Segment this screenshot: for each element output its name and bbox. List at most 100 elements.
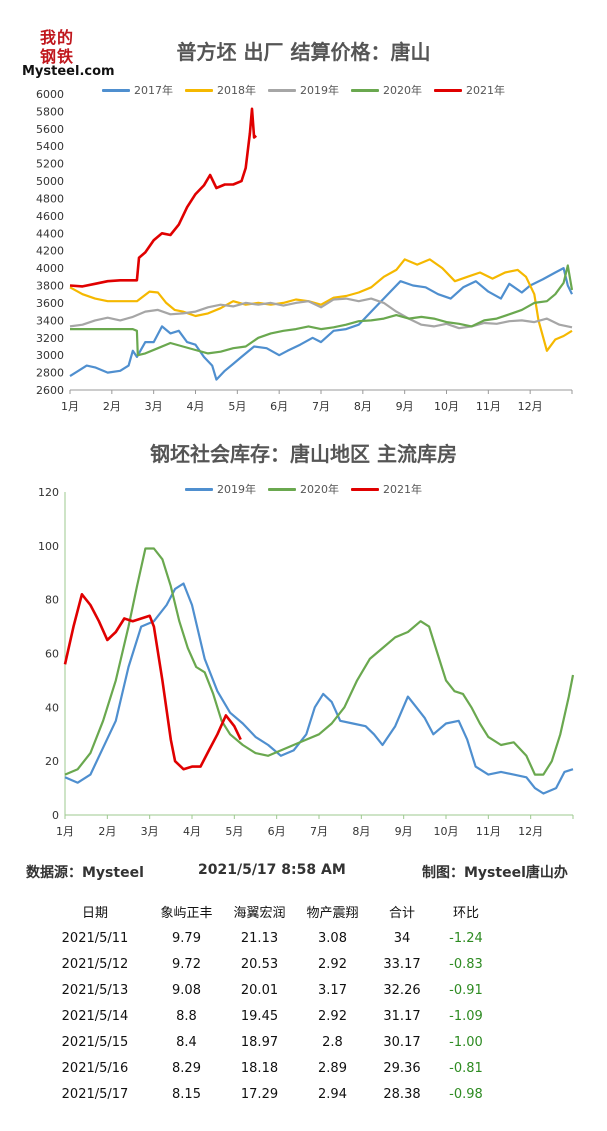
price-chart-title: 普方坯 出厂 结算价格：唐山 [176,40,431,64]
cell-xiangyu: 8.29 [172,1060,201,1076]
x-tick-label: 11月 [476,400,501,413]
table-header-row: 日期 象屿正丰 海翼宏润 物产震翔 合计 环比 [40,898,497,925]
x-tick-label: 6月 [268,825,286,838]
cell-date: 2021/5/11 [61,930,129,946]
y-tick-label: 120 [38,486,59,499]
table-row: 2021/5/13 9.08 20.01 3.17 32.26 -0.91 [40,977,497,1003]
cell-xiangyu: 8.4 [176,1034,197,1050]
x-tick-label: 4月 [183,825,201,838]
logo-cn: 我的 钢铁 [40,28,100,66]
cell-change: -0.81 [449,1060,483,1076]
legend-item: 2021年 [351,481,422,497]
series-line-2017年 [69,267,573,381]
y-tick-label: 2800 [36,367,64,380]
legend-label: 2019年 [300,84,339,97]
timestamp: 2021/5/17 8:58 AM [198,862,346,878]
cell-date: 2021/5/12 [61,956,129,972]
y-tick-label: 4800 [36,192,64,205]
y-tick-label: 5600 [36,123,64,136]
table-row: 2021/5/16 8.29 18.18 2.89 29.36 -0.81 [40,1055,497,1081]
x-tick-label: 6月 [270,400,288,413]
table-header: 物产震翔 [306,906,359,921]
cell-total: 28.38 [383,1086,421,1102]
legend-swatch [268,88,296,92]
legend-label: 2021年 [466,84,505,97]
table-header: 环比 [452,906,479,921]
y-tick-label: 3400 [36,314,64,327]
legend-label: 2021年 [383,483,422,496]
table-row: 2021/5/12 9.72 20.53 2.92 33.17 -0.83 [40,951,497,977]
legend-swatch [351,88,379,92]
y-tick-label: 5400 [36,140,64,153]
cell-date: 2021/5/17 [61,1086,129,1102]
cell-haiyi: 20.53 [240,956,279,972]
y-tick-label: 6000 [36,88,64,101]
table-row: 2021/5/17 8.15 17.29 2.94 28.38 -0.98 [40,1081,497,1107]
legend-item: 2018年 [185,82,256,98]
x-tick-label: 7月 [310,825,328,838]
cell-xiangyu: 9.08 [172,982,201,998]
legend-item: 2020年 [351,82,422,98]
x-tick-label: 12月 [518,825,543,838]
y-tick-label: 4000 [36,262,64,275]
stock-chart-title: 钢坯社会库存：唐山地区 主流库房 [150,442,457,466]
cell-haiyi: 21.13 [240,930,279,946]
cell-total: 34 [393,930,411,946]
price-chart: 2600 2800 3000 3200 3400 3600 3800 4000 4200 4400… [36,88,574,413]
x-tick-label: 5月 [225,825,243,838]
x-tick-label: 2月 [103,400,121,413]
series-line-2020年 [64,547,575,776]
x-tick-label: 8月 [352,825,370,838]
table-row: 2021/5/14 8.8 19.45 2.92 31.17 -1.09 [40,1003,497,1029]
series-line-2021年 [69,107,258,288]
cell-xiangyu: 9.72 [172,956,201,972]
mysteel-logo: 我的 钢铁 Mysteel.com [22,28,115,84]
logo-cn-line1: 我的 [40,28,75,47]
legend-label: 2020年 [300,483,339,496]
legend-item: 2017年 [102,82,173,98]
cell-wuchan: 2.92 [318,956,347,972]
series-line-2020年 [70,264,574,357]
legend-swatch [185,487,213,491]
stock-chart-legend: 2019年 2020年 2021年 [0,481,607,497]
cell-haiyi: 18.18 [240,1060,279,1076]
cell-change: -0.98 [449,1086,483,1102]
y-tick-label: 0 [52,809,59,822]
inventory-table: 日期 象屿正丰 海翼宏润 物产震翔 合计 环比 2021/5/11 9.79 21.… [40,898,497,1107]
cell-total: 32.26 [383,982,421,998]
legend-label: 2018年 [217,84,256,97]
x-tick-label: 10月 [434,400,459,413]
y-tick-label: 80 [45,594,59,607]
y-tick-label: 40 [45,701,59,714]
x-tick-label: 11月 [476,825,501,838]
x-tick-label: 3月 [141,825,159,838]
cell-change: -0.83 [449,956,483,972]
legend-swatch [268,487,296,491]
price-chart-legend: 2017年 2018年 2019年 2020年 2021年 [0,82,607,98]
y-tick-label: 5200 [36,158,64,171]
cell-wuchan: 2.8 [322,1034,343,1050]
legend-swatch [102,88,130,92]
data-source: 数据源：Mysteel [26,865,144,881]
table-header: 象屿正丰 [160,906,213,921]
chart-maker: 制图：Mysteel唐山办 [422,865,568,881]
x-tick-label: 12月 [518,400,543,413]
legend-item: 2019年 [185,481,256,497]
y-tick-label: 5000 [36,175,64,188]
cell-date: 2021/5/14 [61,1008,129,1024]
x-tick-label: 2月 [98,825,116,838]
cell-haiyi: 19.45 [240,1008,279,1024]
y-tick-label: 3800 [36,280,64,293]
legend-label: 2017年 [134,84,173,97]
cell-xiangyu: 8.15 [172,1086,201,1102]
y-tick-label: 3600 [36,297,64,310]
x-tick-label: 9月 [396,400,414,413]
cell-date: 2021/5/15 [61,1034,129,1050]
y-tick-label: 20 [45,755,59,768]
cell-xiangyu: 9.79 [172,930,201,946]
table-header: 合计 [388,906,415,921]
cell-change: -0.91 [449,982,483,998]
cell-date: 2021/5/16 [61,1060,129,1076]
cell-wuchan: 2.89 [318,1060,347,1076]
legend-item: 2021年 [434,82,505,98]
